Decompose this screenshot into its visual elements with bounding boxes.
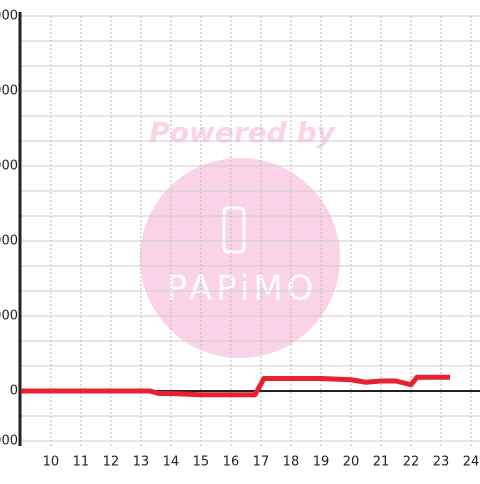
watermark-text: PAPiMO — [167, 269, 318, 309]
x-tick-label: 13 — [133, 455, 150, 470]
x-tick-label: 23 — [433, 455, 450, 470]
x-tick-label: 20 — [343, 455, 360, 470]
x-tick-label: 17 — [253, 455, 270, 470]
x-tick-label: 10 — [43, 455, 60, 470]
x-tick-label: 21 — [373, 455, 390, 470]
x-tick-label: 11 — [73, 455, 90, 470]
x-tick-label: 24 — [463, 455, 480, 470]
x-tick-label: 16 — [223, 455, 240, 470]
y-tick-label: 60,000 — [0, 234, 18, 249]
x-tick-label: 22 — [403, 455, 420, 470]
y-tick-label: 0 — [10, 384, 18, 399]
watermark-circle — [140, 158, 340, 358]
x-tick-label: 14 — [163, 455, 180, 470]
line — [20, 374, 450, 398]
x-tick-label: 12 — [103, 455, 120, 470]
watermark-icon — [222, 206, 246, 254]
x-tick-label: 18 — [283, 455, 300, 470]
y-tick-label: 150,000 — [0, 9, 18, 24]
y-tick-label: 120,000 — [0, 84, 18, 99]
x-tick-label: 19 — [313, 455, 330, 470]
x-tick-label: 15 — [193, 455, 210, 470]
y-tick-label: 90,000 — [0, 159, 18, 174]
watermark-text: Powered by — [149, 116, 336, 149]
y-tick-label: -20,000 — [0, 434, 18, 449]
y-tick-label: 30,000 — [0, 309, 18, 324]
